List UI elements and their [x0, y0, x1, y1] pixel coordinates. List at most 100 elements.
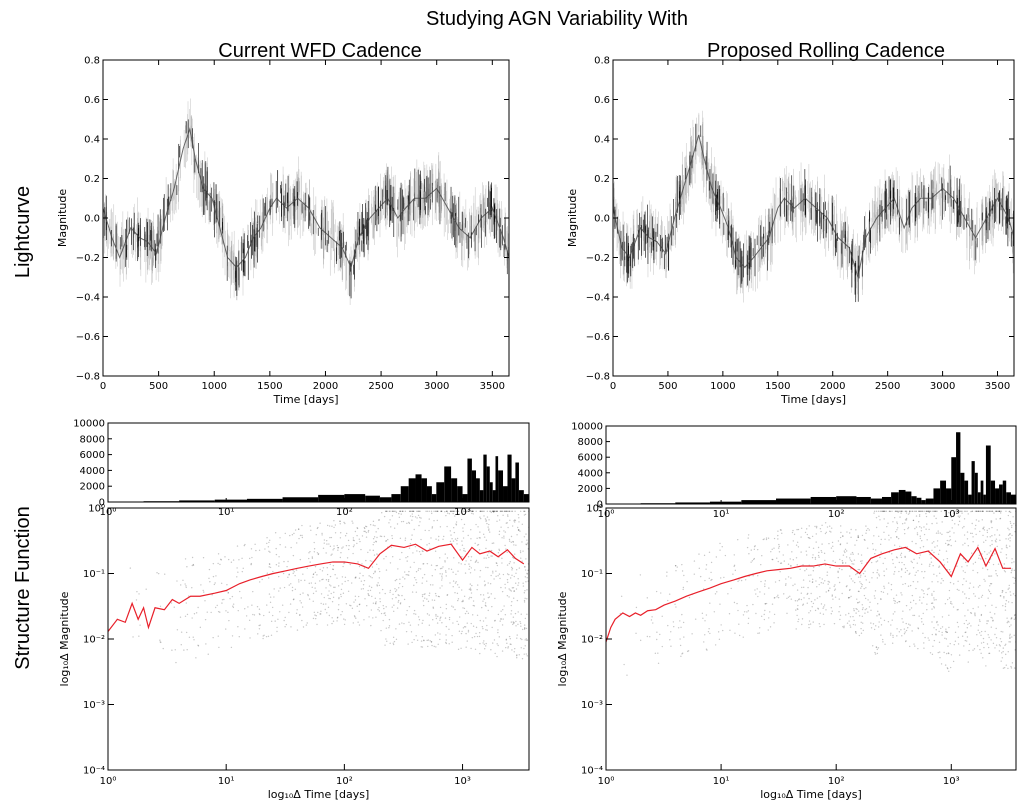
scatter-point — [445, 571, 447, 574]
scatter-point — [839, 614, 842, 616]
scatter-point — [414, 613, 417, 615]
scatter-point — [438, 595, 440, 598]
scatter-point — [938, 641, 941, 643]
scatter-point — [500, 510, 502, 512]
scatter-point — [994, 510, 997, 512]
scatter-point — [954, 631, 957, 634]
scatter-point — [830, 547, 833, 549]
scatter-point — [898, 600, 900, 603]
scatter-point — [486, 554, 489, 556]
scatter-point — [314, 614, 316, 616]
hist-bar — [881, 496, 892, 504]
scatter-point — [941, 521, 943, 523]
scatter-point — [920, 617, 923, 620]
scatter-point — [986, 536, 989, 538]
scatter-point — [680, 655, 682, 658]
scatter-point — [883, 518, 885, 520]
scatter-point — [493, 510, 495, 512]
scatter-point — [944, 542, 947, 545]
scatter-point — [794, 583, 796, 585]
scatter-point — [926, 510, 928, 512]
scatter-point — [996, 510, 998, 512]
scatter-point — [511, 569, 513, 571]
scatter-point — [904, 631, 906, 633]
scatter-point — [367, 593, 369, 595]
scatter-point — [455, 524, 458, 526]
scatter-point — [827, 580, 829, 583]
scatter-point — [861, 615, 864, 617]
scatter-point — [949, 602, 952, 605]
scatter-point — [395, 589, 398, 591]
scatter-point — [816, 597, 819, 599]
scatter-point — [821, 524, 823, 527]
scatter-point — [502, 573, 505, 576]
scatter-point — [367, 529, 370, 532]
scatter-point — [887, 582, 890, 584]
scatter-point — [869, 601, 871, 604]
scatter-point — [807, 592, 809, 595]
scatter-point — [918, 510, 920, 512]
scatter-point — [635, 606, 638, 609]
scatter-point — [990, 520, 993, 522]
scatter-point — [845, 556, 848, 558]
scatter-point — [926, 603, 928, 605]
scatter-point — [327, 594, 329, 596]
scatter-point — [825, 591, 827, 593]
scatter-point — [935, 532, 938, 534]
hist-bar — [1002, 480, 1007, 504]
scatter-point — [975, 510, 978, 512]
scatter-point — [961, 566, 963, 568]
scatter-point — [381, 512, 383, 514]
scatter-point — [309, 550, 311, 553]
scatter-point — [972, 541, 974, 543]
scatter-point — [1005, 546, 1008, 548]
scatter-point — [294, 529, 297, 531]
scatter-point — [435, 617, 438, 620]
scatter-point — [919, 510, 921, 512]
scatter-point — [501, 590, 504, 593]
scatter-point — [962, 558, 965, 560]
scatter-point — [828, 525, 831, 527]
scatter-point — [258, 549, 261, 552]
scatter-point — [882, 591, 885, 593]
scatter-point — [847, 597, 850, 599]
scatter-point — [483, 640, 485, 642]
scatter-point — [231, 635, 234, 637]
scatter-point — [465, 560, 467, 562]
scatter-point — [922, 612, 924, 615]
scatter-point — [364, 527, 366, 530]
scatter-point — [801, 623, 803, 626]
scatter-point — [874, 549, 877, 551]
scatter-point — [958, 516, 961, 519]
scatter-point — [433, 645, 435, 648]
scatter-point — [185, 585, 187, 587]
scatter-point — [487, 526, 489, 528]
scatter-point — [365, 531, 368, 534]
y-tick-label: 10⁻² — [83, 635, 105, 646]
scatter-point — [273, 596, 275, 598]
scatter-point — [510, 535, 513, 538]
scatter-point — [337, 549, 339, 551]
scatter-point — [848, 596, 851, 599]
scatter-point — [921, 539, 923, 542]
scatter-point — [925, 510, 927, 512]
scatter-point — [928, 565, 931, 567]
scatter-point — [818, 556, 820, 558]
scatter-point — [873, 595, 876, 597]
scatter-point — [506, 510, 508, 512]
scatter-point — [989, 545, 991, 547]
scatter-point — [454, 515, 456, 517]
scatter-point — [162, 647, 164, 650]
scatter-point — [868, 529, 870, 531]
scatter-point — [967, 609, 969, 611]
scatter-point — [957, 636, 960, 639]
scatter-point — [409, 510, 411, 512]
scatter-point — [802, 564, 804, 566]
scatter-point — [790, 565, 792, 567]
scatter-point — [308, 598, 311, 600]
scatter-point — [826, 526, 829, 528]
structure-function-line — [107, 543, 525, 632]
scatter-point — [861, 604, 864, 606]
scatter-point — [738, 623, 740, 625]
scatter-point — [795, 609, 797, 611]
